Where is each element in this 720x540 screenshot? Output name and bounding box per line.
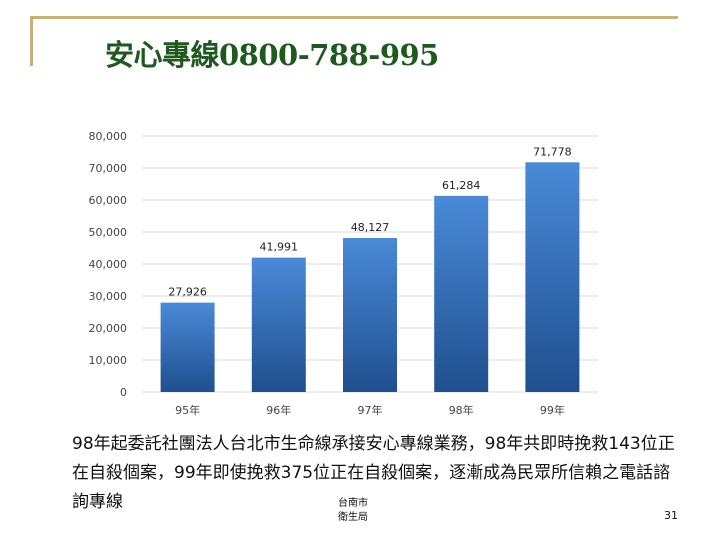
y-tick-label: 80,000 xyxy=(89,130,128,143)
y-tick-label: 0 xyxy=(120,386,127,399)
y-tick-label: 70,000 xyxy=(89,162,128,175)
y-tick-label: 40,000 xyxy=(89,258,128,271)
footer-org-line1: 台南市 xyxy=(338,498,368,509)
bar-value-label: 71,778 xyxy=(533,145,572,158)
bar xyxy=(434,195,489,392)
x-tick-label: 98年 xyxy=(449,403,474,417)
bars xyxy=(160,162,580,392)
footer-org: 台南市 衛生局 xyxy=(338,497,368,525)
x-axis-ticks: 95年 96年 97年 98年 99年 xyxy=(175,403,565,417)
data-labels: 27,926 41,991 48,127 61,284 71,778 xyxy=(168,145,571,298)
slide-frame-left-rule xyxy=(30,16,33,66)
bar xyxy=(525,162,580,392)
bar-value-label: 41,991 xyxy=(260,241,299,254)
y-tick-label: 10,000 xyxy=(89,354,128,367)
bar-value-label: 48,127 xyxy=(351,221,390,234)
y-tick-label: 60,000 xyxy=(89,194,128,207)
bar-value-label: 27,926 xyxy=(168,286,207,299)
slide-frame-top-rule xyxy=(30,16,678,19)
bar-value-label: 61,284 xyxy=(442,179,481,192)
y-tick-label: 50,000 xyxy=(89,226,128,239)
bar xyxy=(160,302,215,392)
x-tick-label: 95年 xyxy=(175,403,200,417)
x-tick-label: 99年 xyxy=(540,403,565,417)
bar xyxy=(343,237,397,392)
y-tick-label: 20,000 xyxy=(89,322,128,335)
slide-title: 安心專線0800-788-995 xyxy=(105,38,439,72)
y-axis-ticks: 0 10,000 20,000 30,000 40,000 50,000 60,000 70,… xyxy=(89,130,128,399)
slide-caption: 98年起委託社團法人台北市生命線承接安心專線業務，98年共即時挽救143位正在自… xyxy=(72,434,675,512)
footer-org-line2: 衛生局 xyxy=(338,512,368,523)
x-tick-label: 97年 xyxy=(358,403,383,417)
bar xyxy=(251,257,306,392)
y-tick-label: 30,000 xyxy=(89,290,128,303)
x-tick-label: 96年 xyxy=(266,403,291,417)
page-number: 31 xyxy=(664,509,678,522)
